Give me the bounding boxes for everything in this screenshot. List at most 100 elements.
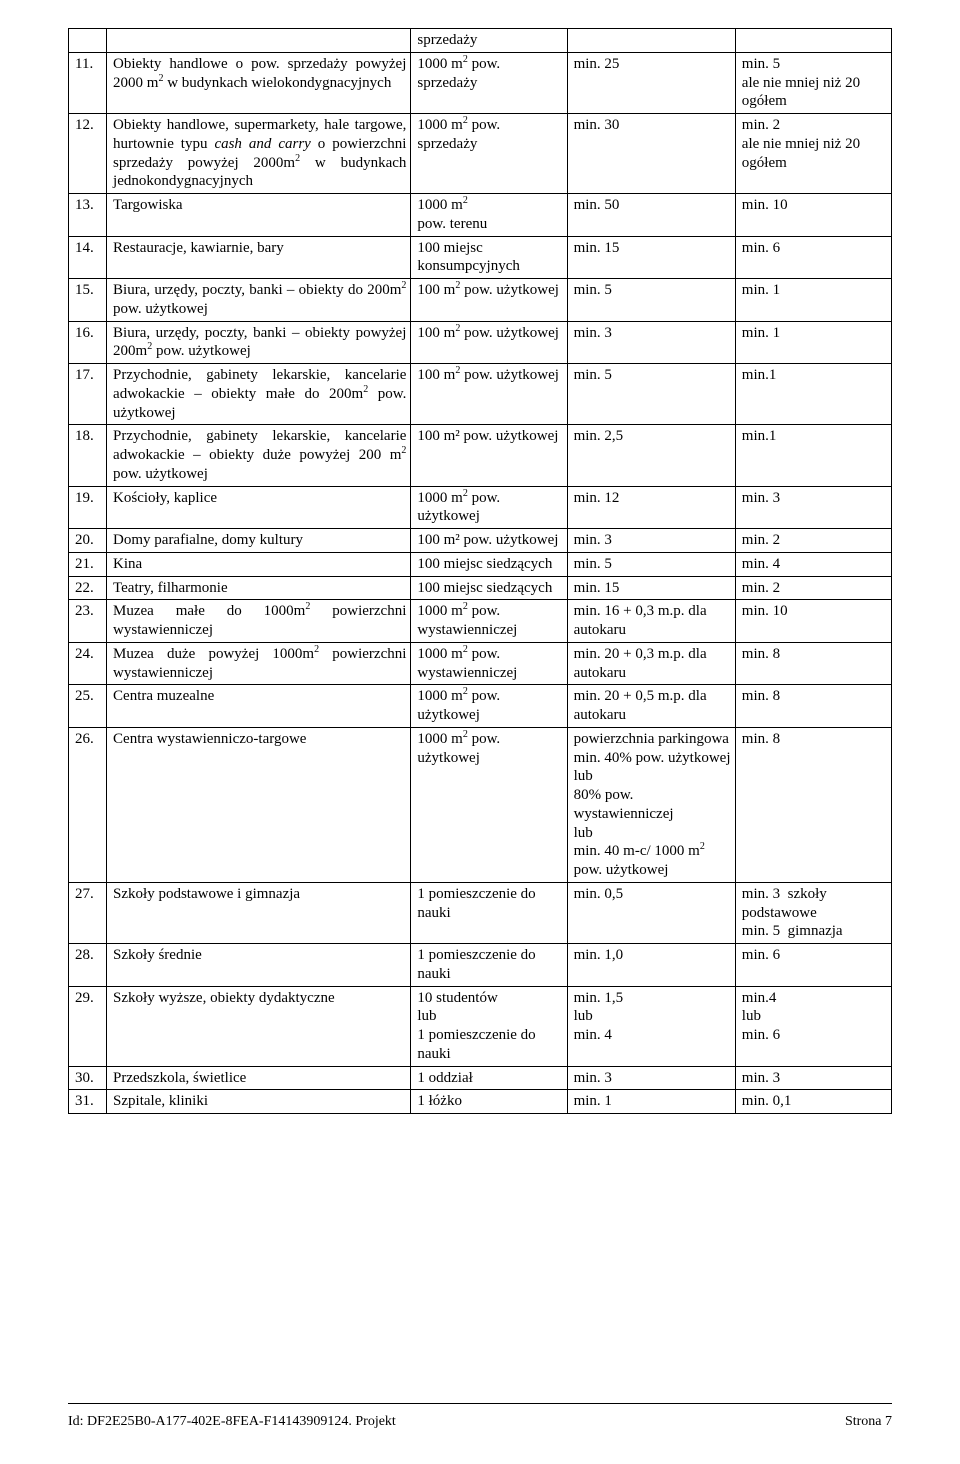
table-row: 27.Szkoły podstawowe i gimnazja1 pomiesz… (69, 882, 892, 943)
table-cell: powierzchnia parkingowa min. 40% pow. uż… (567, 727, 735, 882)
table-cell: 100 m² pow. użytkowej (411, 425, 567, 486)
table-cell: min. 8 (735, 685, 891, 728)
table-cell: min. 50 (567, 194, 735, 237)
footer-id: Id: DF2E25B0-A177-402E-8FEA-F14143909124… (68, 1414, 396, 1430)
table-cell: 100 m² pow. użytkowej (411, 529, 567, 553)
table-cell: min. 12 (567, 486, 735, 529)
table-cell: min. 10 (735, 194, 891, 237)
table-cell: Centra muzealne (107, 685, 411, 728)
table-cell: 100 m2 pow. użytkowej (411, 321, 567, 364)
table-cell: min.1 (735, 364, 891, 425)
table-cell: Obiekty handlowe o pow. sprzedaży powyże… (107, 52, 411, 113)
table-row: 15.Biura, urzędy, poczty, banki – obiekt… (69, 279, 892, 322)
table-cell: min. 15 (567, 576, 735, 600)
table-row: sprzedaży (69, 29, 892, 53)
table-cell: 19. (69, 486, 107, 529)
table-cell: min. 1,0 (567, 944, 735, 987)
table-cell: 30. (69, 1066, 107, 1090)
table-cell: min. 5 (567, 552, 735, 576)
table-cell: 11. (69, 52, 107, 113)
table-cell: 26. (69, 727, 107, 882)
table-cell: 24. (69, 642, 107, 685)
table-cell: min. 1 (735, 321, 891, 364)
table-cell: min. 0,5 (567, 882, 735, 943)
table-cell: 1000 m2 pow. użytkowej (411, 685, 567, 728)
table-cell: 23. (69, 600, 107, 643)
table-cell: 29. (69, 986, 107, 1066)
table-cell: Szkoły podstawowe i gimnazja (107, 882, 411, 943)
table-cell: 25. (69, 685, 107, 728)
table-cell: min. 2 (735, 576, 891, 600)
table-cell: min. 0,1 (735, 1090, 891, 1114)
footer-separator (68, 1403, 892, 1404)
table-cell: min.1 (735, 425, 891, 486)
table-cell: min. 8 (735, 727, 891, 882)
table-cell: Szkoły wyższe, obiekty dydaktyczne (107, 986, 411, 1066)
page-footer: Id: DF2E25B0-A177-402E-8FEA-F14143909124… (68, 1414, 892, 1430)
table-cell: min. 3 szkoły podstawowemin. 5 gimnazja (735, 882, 891, 943)
table-cell: 100 m2 pow. użytkowej (411, 364, 567, 425)
table-cell: 1000 m2 pow. wystawienniczej (411, 642, 567, 685)
table-cell: min. 20 + 0,5 m.p. dla autokaru (567, 685, 735, 728)
footer-page: Strona 7 (845, 1414, 892, 1430)
table-cell: 22. (69, 576, 107, 600)
table-cell: min. 10 (735, 600, 891, 643)
table-cell: 100 miejsc siedzących (411, 552, 567, 576)
table-cell: min. 25 (567, 52, 735, 113)
table-cell: min. 3 (567, 529, 735, 553)
table-cell: min. 1 (567, 1090, 735, 1114)
table-cell: min. 2 (735, 529, 891, 553)
table-row: 17.Przychodnie, gabinety lekarskie, kanc… (69, 364, 892, 425)
table-cell: 100 miejsc konsumpcyjnych (411, 236, 567, 279)
table-row: 12.Obiekty handlowe, supermarkety, hale … (69, 114, 892, 194)
table-cell (107, 29, 411, 53)
table-cell: 1000 m2 pow. sprzedaży (411, 52, 567, 113)
table-cell: 1 pomieszczenie do nauki (411, 944, 567, 987)
table-cell: Biura, urzędy, poczty, banki – obiekty p… (107, 321, 411, 364)
table-row: 24.Muzea duże powyżej 1000m2 powierzchni… (69, 642, 892, 685)
table-cell: 1000 m2 pow. użytkowej (411, 727, 567, 882)
table-cell: Kina (107, 552, 411, 576)
table-cell: Przychodnie, gabinety lekarskie, kancela… (107, 425, 411, 486)
table-cell: min. 3 (735, 486, 891, 529)
table-cell: Szpitale, kliniki (107, 1090, 411, 1114)
table-cell: min. 2,5 (567, 425, 735, 486)
table-cell: 1000 m2 pow. wystawienniczej (411, 600, 567, 643)
table-row: 20.Domy parafialne, domy kultury100 m² p… (69, 529, 892, 553)
table-cell: min. 5 (567, 364, 735, 425)
table-cell: min. 3 (735, 1066, 891, 1090)
table-cell: Biura, urzędy, poczty, banki – obiekty d… (107, 279, 411, 322)
table-row: 30.Przedszkola, świetlice1 oddziałmin. 3… (69, 1066, 892, 1090)
table-cell (69, 29, 107, 53)
table-cell: 1 pomieszczenie do nauki (411, 882, 567, 943)
table-cell: 1000 m2pow. terenu (411, 194, 567, 237)
table-row: 31.Szpitale, kliniki1 łóżkomin. 1min. 0,… (69, 1090, 892, 1114)
table-row: 14.Restauracje, kawiarnie, bary100 miejs… (69, 236, 892, 279)
table-row: 16.Biura, urzędy, poczty, banki – obiekt… (69, 321, 892, 364)
table-cell: Obiekty handlowe, supermarkety, hale tar… (107, 114, 411, 194)
table-cell: Przychodnie, gabinety lekarskie, kancela… (107, 364, 411, 425)
table-cell: min. 15 (567, 236, 735, 279)
table-cell: min. 20 + 0,3 m.p. dla autokaru (567, 642, 735, 685)
table-row: 22.Teatry, filharmonie100 miejsc siedząc… (69, 576, 892, 600)
table-cell: Kościoły, kaplice (107, 486, 411, 529)
table-cell: 10 studentówlub1 pomieszczenie do nauki (411, 986, 567, 1066)
table-cell: min. 5 (567, 279, 735, 322)
table-cell: 21. (69, 552, 107, 576)
table-cell: 100 miejsc siedzących (411, 576, 567, 600)
table-cell: min. 1 (735, 279, 891, 322)
table-cell (567, 29, 735, 53)
table-row: 23.Muzea małe do 1000m2 powierzchni wyst… (69, 600, 892, 643)
table-cell: min. 30 (567, 114, 735, 194)
table-cell: 27. (69, 882, 107, 943)
table-cell: Teatry, filharmonie (107, 576, 411, 600)
table-cell: 15. (69, 279, 107, 322)
table-row: 19.Kościoły, kaplice1000 m2 pow. użytkow… (69, 486, 892, 529)
table-row: 29.Szkoły wyższe, obiekty dydaktyczne10 … (69, 986, 892, 1066)
table-row: 25.Centra muzealne1000 m2 pow. użytkowej… (69, 685, 892, 728)
table-row: 21.Kina100 miejsc siedzącychmin. 5min. 4 (69, 552, 892, 576)
table-row: 18.Przychodnie, gabinety lekarskie, kanc… (69, 425, 892, 486)
table-cell: 1000 m2 pow. sprzedaży (411, 114, 567, 194)
table-cell: 1 łóżko (411, 1090, 567, 1114)
table-cell: 14. (69, 236, 107, 279)
